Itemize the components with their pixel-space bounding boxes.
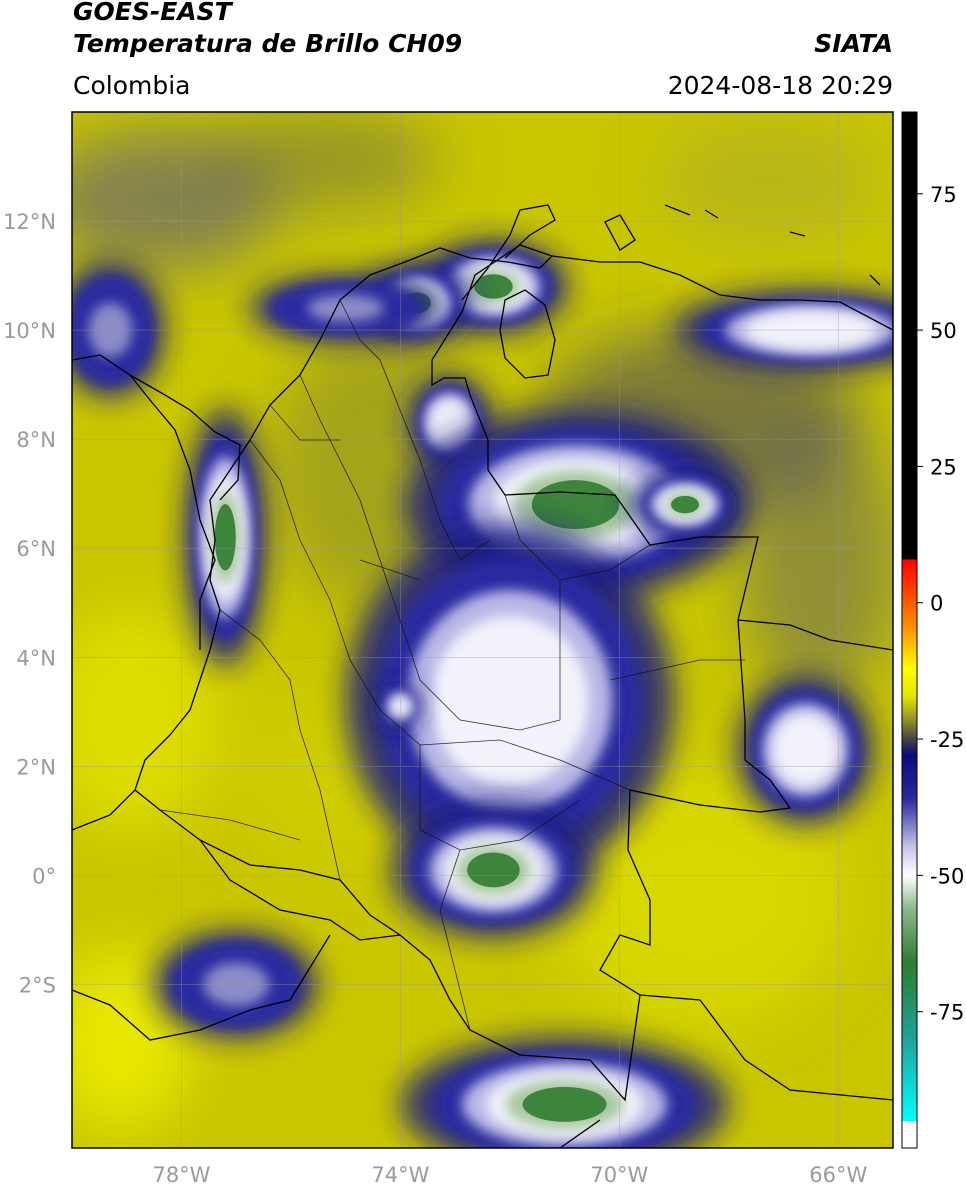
convective-cell <box>184 407 267 667</box>
convective-cell <box>390 801 597 939</box>
venezuela-coast <box>551 255 893 331</box>
lat-tick-label: 10°N <box>3 319 56 343</box>
lat-tick-label: 2°S <box>19 973 56 997</box>
ecuador-peru-border <box>72 789 401 1041</box>
peru-brazil-border <box>559 994 893 1148</box>
convective-cell <box>630 470 740 539</box>
colorbar: 75 50 25 0 -25 -50 -75 <box>901 111 964 1149</box>
organization-label: SIATA <box>814 29 893 58</box>
colorbar-tick-label: 25 <box>930 455 957 479</box>
lon-tick-label: 66°W <box>809 1163 867 1187</box>
colorbar-scale <box>902 112 917 1148</box>
product-title: Temperatura de Brillo CH09 <box>73 29 463 58</box>
satellite-title: GOES-EAST <box>73 0 232 26</box>
convective-cell <box>249 274 442 343</box>
colorbar-frame <box>901 111 918 1149</box>
region-label: Colombia <box>73 71 191 100</box>
colorbar-tick-label: 75 <box>930 183 957 207</box>
venezuela-brazil-border <box>737 619 893 651</box>
convective-cell <box>345 523 675 879</box>
trinidad-islands <box>604 204 881 286</box>
latitude-labels: 12°N 10°N 8°N 6°N 4°N 2°N 0° 2°S <box>3 210 56 997</box>
lon-tick-label: 74°W <box>371 1163 429 1187</box>
longitude-labels: 78°W 74°W 70°W 66°W <box>152 1163 867 1187</box>
lat-tick-label: 2°N <box>16 755 56 779</box>
brightness-temperature-field <box>72 112 893 1148</box>
lon-tick-label: 70°W <box>590 1163 648 1187</box>
peninsula-guajira <box>461 204 556 301</box>
lat-tick-label: 4°N <box>16 646 56 670</box>
pacific-coast <box>129 374 216 650</box>
datetime-label: 2024-08-18 20:29 <box>667 71 893 100</box>
lake-maracaibo <box>499 289 556 379</box>
colorbar-tick-label: 50 <box>930 319 957 343</box>
convective-cell <box>400 1036 729 1148</box>
colorbar-ticks: 75 50 25 0 -25 -50 -75 <box>917 183 964 1025</box>
graticule <box>72 112 893 1148</box>
lat-tick-label: 0° <box>32 864 56 888</box>
colorbar-tick-label: -25 <box>930 728 964 752</box>
colorbar-tick-label: -50 <box>930 864 964 888</box>
colorbar-tick-label: 0 <box>930 592 943 616</box>
colorbar-tick-label: -75 <box>930 1001 964 1025</box>
lon-tick-label: 78°W <box>152 1163 210 1187</box>
panama-border <box>72 354 241 501</box>
map-frame <box>71 111 894 1149</box>
lat-tick-label: 6°N <box>16 537 56 561</box>
convective-cell <box>737 674 874 825</box>
lat-tick-label: 8°N <box>16 428 56 452</box>
department-borders <box>159 299 745 1031</box>
lat-tick-label: 12°N <box>3 210 56 234</box>
